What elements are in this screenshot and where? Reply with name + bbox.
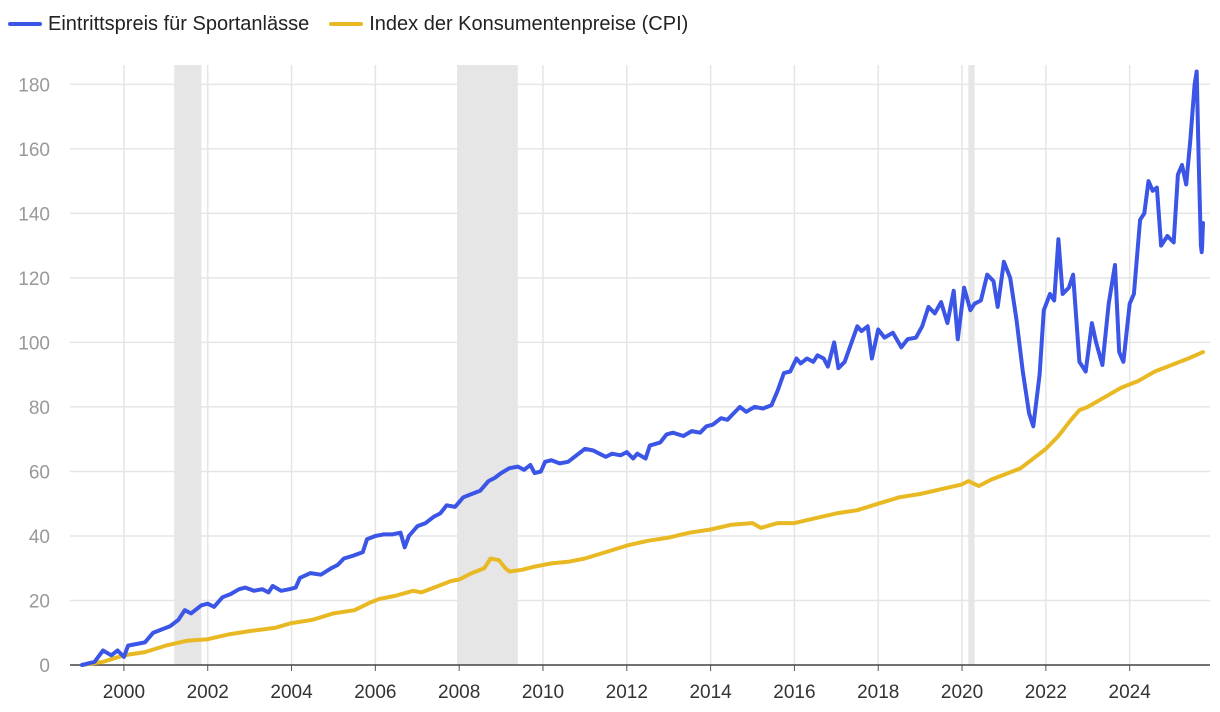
legend-swatch-cpi: [329, 22, 364, 26]
y-tick-label: 80: [29, 398, 50, 419]
legend-item-cpi[interactable]: Index der Konsumentenpreise (CPI): [329, 13, 688, 36]
legend-swatch-ticket-price: [8, 22, 42, 26]
shaded-period-0: [174, 65, 202, 665]
x-tick-label: 2004: [270, 682, 313, 703]
x-tick-label: 2020: [941, 682, 983, 703]
legend-label-ticket-price: Eintrittspreis für Sportanlässe: [48, 12, 310, 35]
x-tick-label: 2008: [438, 682, 480, 703]
series-line-ticket-price: [80, 69, 1205, 667]
series-line-cpi: [80, 350, 1205, 667]
x-tick-label: 2022: [1025, 682, 1067, 703]
x-tick-label: 2002: [187, 682, 229, 703]
x-tick-label: 2018: [857, 682, 899, 703]
x-tick-label: 2016: [773, 682, 815, 703]
recession-shading: [174, 65, 975, 665]
legend-item-ticket-price[interactable]: Eintrittspreis für Sportanlässe: [8, 13, 309, 36]
y-tick-label: 160: [18, 140, 50, 161]
y-tick-label: 20: [29, 591, 50, 612]
x-axis: 2000 2002 2004 2006 2008 2010 2012 2014 2016 2018…: [70, 664, 1210, 703]
y-tick-label: 40: [29, 527, 50, 548]
y-tick-label: 140: [18, 204, 50, 225]
x-tick-label: 2000: [103, 682, 145, 703]
shaded-period-2: [968, 65, 975, 665]
plot-lines: [80, 69, 1205, 667]
y-tick-label: 120: [18, 269, 50, 290]
y-tick-label: 100: [18, 333, 50, 354]
x-tick-label: 2024: [1109, 682, 1152, 703]
y-tick-label: 60: [29, 462, 50, 483]
y-axis: 0 20 40 60 80 100 120 140 160 180: [18, 75, 50, 677]
y-tick-label: 180: [18, 75, 50, 96]
legend-label-cpi: Index der Konsumentenpreise (CPI): [369, 12, 689, 35]
legend: Eintrittspreis für Sportanlässe Index de…: [8, 9, 708, 39]
x-tick-label: 2012: [606, 682, 648, 703]
x-tick-label: 2010: [522, 682, 564, 703]
x-tick-label: 2014: [689, 682, 732, 703]
x-tick-label: 2006: [354, 682, 396, 703]
y-tick-label: 0: [39, 656, 50, 677]
